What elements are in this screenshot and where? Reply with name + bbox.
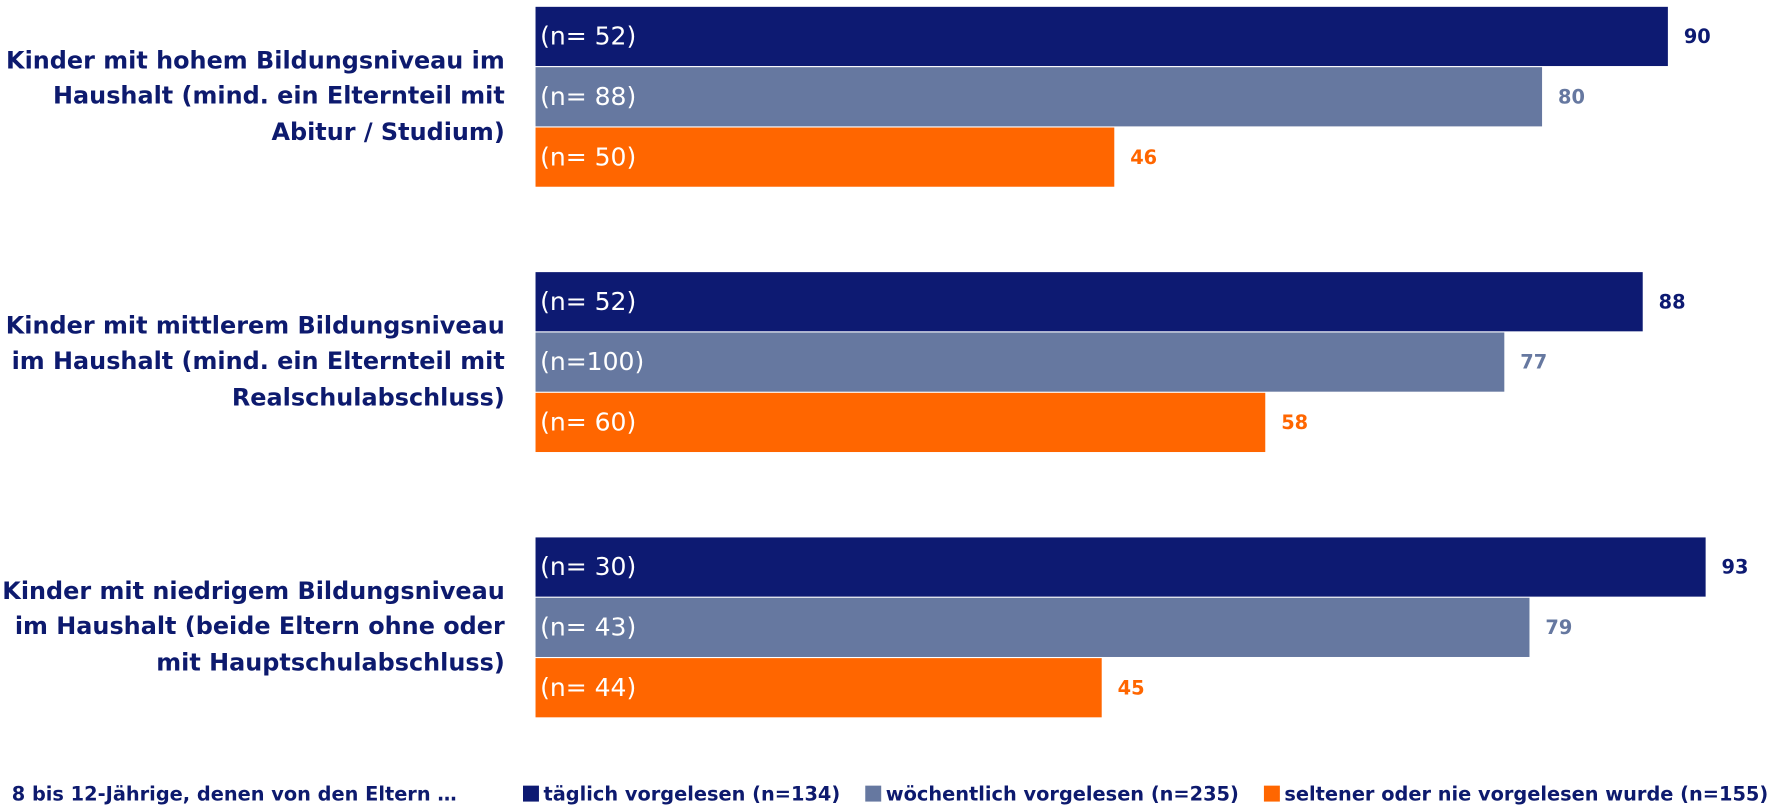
sample-size-label: (n= 52) <box>540 22 636 51</box>
legend-swatch <box>1263 785 1280 802</box>
sample-size-label: (n= 30) <box>540 552 636 581</box>
sample-size-label: (n= 43) <box>540 613 636 642</box>
category-label-box: Kinder mit hohem Bildungsniveau im Haush… <box>6 46 505 146</box>
legend-label: wöchentlich vorgelesen (n=235) <box>886 782 1239 805</box>
value-label: 88 <box>1659 290 1686 313</box>
value-label: 58 <box>1281 411 1308 434</box>
bar <box>535 272 1643 332</box>
category-label: Kinder mit mittlerem Bildungsniveau im H… <box>5 311 505 411</box>
legend-swatch <box>523 785 539 802</box>
sample-size-label: (n= 52) <box>540 287 636 316</box>
value-label: 45 <box>1118 676 1145 699</box>
sample-size-label: (n= 88) <box>540 82 636 111</box>
legend-title: 8 bis 12-Jährige, denen von den Eltern … <box>12 782 457 805</box>
legend-label: seltener oder nie vorgelesen wurde (n=15… <box>1284 782 1768 805</box>
bar <box>535 332 1505 392</box>
sample-size-label: (n= 44) <box>540 673 636 702</box>
sample-size-label: (n= 50) <box>540 142 636 171</box>
legend-label: täglich vorgelesen (n=134) <box>544 782 841 805</box>
bar <box>535 6 1668 67</box>
value-label: 80 <box>1558 85 1585 108</box>
sample-size-label: (n=100) <box>540 347 644 376</box>
value-label: 90 <box>1684 25 1711 48</box>
category-label-box: Kinder mit niedrigem Bildungsniveau im H… <box>2 576 505 677</box>
value-label: 93 <box>1722 556 1749 579</box>
value-label: 77 <box>1520 351 1547 374</box>
value-label: 79 <box>1545 616 1572 639</box>
sample-size-label: (n= 60) <box>540 408 636 437</box>
category-label-box: Kinder mit mittlerem Bildungsniveau im H… <box>5 311 505 411</box>
bar <box>535 537 1706 597</box>
bar <box>535 127 1115 187</box>
bar <box>535 392 1266 453</box>
legend-swatch <box>865 785 882 802</box>
bar <box>535 67 1543 127</box>
bar <box>535 597 1530 657</box>
category-label: Kinder mit hohem Bildungsniveau im Haush… <box>6 46 505 146</box>
category-label: Kinder mit niedrigem Bildungsniveau im H… <box>2 576 505 677</box>
value-label: 46 <box>1130 146 1157 169</box>
bar <box>535 658 1102 718</box>
